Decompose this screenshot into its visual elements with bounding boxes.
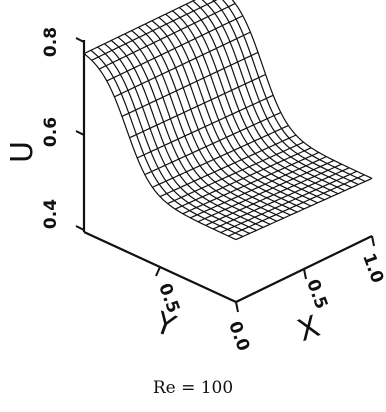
mesh-line-y bbox=[197, 159, 335, 223]
mesh-line-y bbox=[129, 73, 266, 139]
mesh-line-y bbox=[235, 177, 373, 241]
y-tick-mark bbox=[155, 266, 161, 277]
z-tick-label: 0.8 bbox=[41, 27, 61, 57]
x-tick-label: 0.5 bbox=[302, 277, 331, 312]
z-tick-label: 0.4 bbox=[41, 199, 61, 229]
mesh-line-y bbox=[136, 94, 274, 159]
mesh-line-y bbox=[98, 2, 236, 70]
mesh-line-y bbox=[220, 170, 358, 234]
mesh-line-y bbox=[190, 156, 327, 219]
x-tick-mark bbox=[303, 268, 307, 280]
mesh-line-y bbox=[159, 134, 297, 198]
mesh-line-y bbox=[91, 0, 218, 61]
mesh-line-y bbox=[114, 31, 251, 98]
z-tick-mark bbox=[75, 130, 85, 136]
surface-mesh bbox=[83, 0, 373, 241]
z-tick-mark bbox=[75, 225, 85, 231]
mesh-line-y bbox=[174, 147, 312, 210]
mesh-line-y bbox=[212, 167, 350, 230]
mesh-line-y bbox=[106, 15, 244, 82]
mesh-line-y bbox=[205, 163, 342, 226]
mesh-line-y bbox=[152, 124, 289, 188]
mesh-line-y bbox=[228, 174, 365, 237]
mesh-line-y bbox=[121, 51, 259, 117]
z-axis-label: U bbox=[5, 141, 40, 163]
x-tick-mark bbox=[235, 301, 239, 313]
mesh-line-y bbox=[182, 151, 320, 215]
y-axis-label: Y bbox=[150, 305, 181, 345]
mesh-line-y bbox=[167, 141, 304, 205]
z-tick-mark bbox=[75, 37, 85, 43]
mesh-line-y bbox=[144, 111, 282, 176]
x-tick-label: 1.0 bbox=[358, 251, 386, 286]
mesh-line-y bbox=[83, 0, 197, 55]
x-tick-mark bbox=[371, 235, 375, 247]
x-tick-label: 0.0 bbox=[224, 319, 253, 354]
z-tick-label: 0.6 bbox=[41, 117, 61, 147]
chart-title: Re = 100 bbox=[152, 378, 234, 398]
x-axis-label: X bbox=[293, 309, 324, 349]
